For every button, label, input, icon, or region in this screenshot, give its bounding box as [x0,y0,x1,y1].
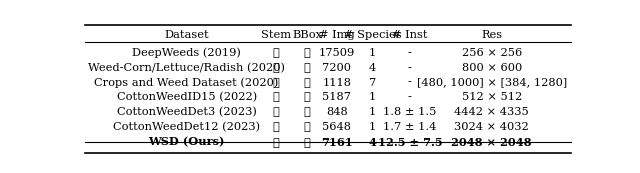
Text: ✗: ✗ [304,63,310,73]
Text: ✗: ✗ [273,122,279,132]
Text: ✗: ✗ [273,107,279,117]
Text: 17509: 17509 [319,48,355,58]
Text: ✗: ✗ [273,63,279,73]
Text: 1118: 1118 [323,78,351,88]
Text: 512 × 512: 512 × 512 [461,93,522,102]
Text: [480, 1000] × [384, 1280]: [480, 1000] × [384, 1280] [417,78,567,88]
Text: # Species: # Species [344,30,401,40]
Text: 12.5 ± 7.5: 12.5 ± 7.5 [378,137,442,148]
Text: -: - [408,48,412,58]
Text: DeepWeeds (2019): DeepWeeds (2019) [132,47,241,58]
Text: BBox: BBox [292,30,322,40]
Text: ✓: ✓ [304,137,310,148]
Text: 1: 1 [369,107,376,117]
Text: 5187: 5187 [323,93,351,102]
Text: CottonWeedID15 (2022): CottonWeedID15 (2022) [116,92,257,103]
Text: 7: 7 [369,78,376,88]
Text: Crops and Weed Dataset (2020): Crops and Weed Dataset (2020) [95,77,279,88]
Text: ✓: ✓ [304,78,310,88]
Text: 1: 1 [369,122,376,132]
Text: 848: 848 [326,107,348,117]
Text: CottonWeedDet3 (2023): CottonWeedDet3 (2023) [116,107,257,118]
Text: 3024 × 4032: 3024 × 4032 [454,122,529,132]
Text: -: - [408,63,412,73]
Text: ✓: ✓ [304,122,310,132]
Text: -: - [408,93,412,102]
Text: 4: 4 [369,137,376,148]
Text: CottonWeedDet12 (2023): CottonWeedDet12 (2023) [113,122,260,133]
Text: 1.7 ± 1.4: 1.7 ± 1.4 [383,122,436,132]
Text: Weed-Corn/Lettuce/Radish (2020): Weed-Corn/Lettuce/Radish (2020) [88,62,285,73]
Text: 256 × 256: 256 × 256 [461,48,522,58]
Text: Stem: Stem [261,30,291,40]
Text: 5648: 5648 [323,122,351,132]
Text: 4442 × 4335: 4442 × 4335 [454,107,529,117]
Text: # Img: # Img [319,30,355,40]
Text: Res: Res [481,30,502,40]
Text: 1: 1 [369,93,376,102]
Text: 1: 1 [369,48,376,58]
Text: 800 × 600: 800 × 600 [461,63,522,73]
Text: ✗: ✗ [304,48,310,58]
Text: Dataset: Dataset [164,30,209,40]
Text: ✗: ✗ [273,93,279,102]
Text: WSD (Ours): WSD (Ours) [148,137,225,148]
Text: ✗: ✗ [273,48,279,58]
Text: # Inst: # Inst [392,30,428,40]
Text: 1.8 ± 1.5: 1.8 ± 1.5 [383,107,436,117]
Text: 7200: 7200 [323,63,351,73]
Text: ✓: ✓ [273,137,279,148]
Text: 7161: 7161 [321,137,353,148]
Text: -: - [408,78,412,88]
Text: 4: 4 [369,63,376,73]
Text: ✗: ✗ [273,78,279,88]
Text: ✗: ✗ [304,93,310,102]
Text: 2048 × 2048: 2048 × 2048 [451,137,532,148]
Text: ✓: ✓ [304,107,310,117]
